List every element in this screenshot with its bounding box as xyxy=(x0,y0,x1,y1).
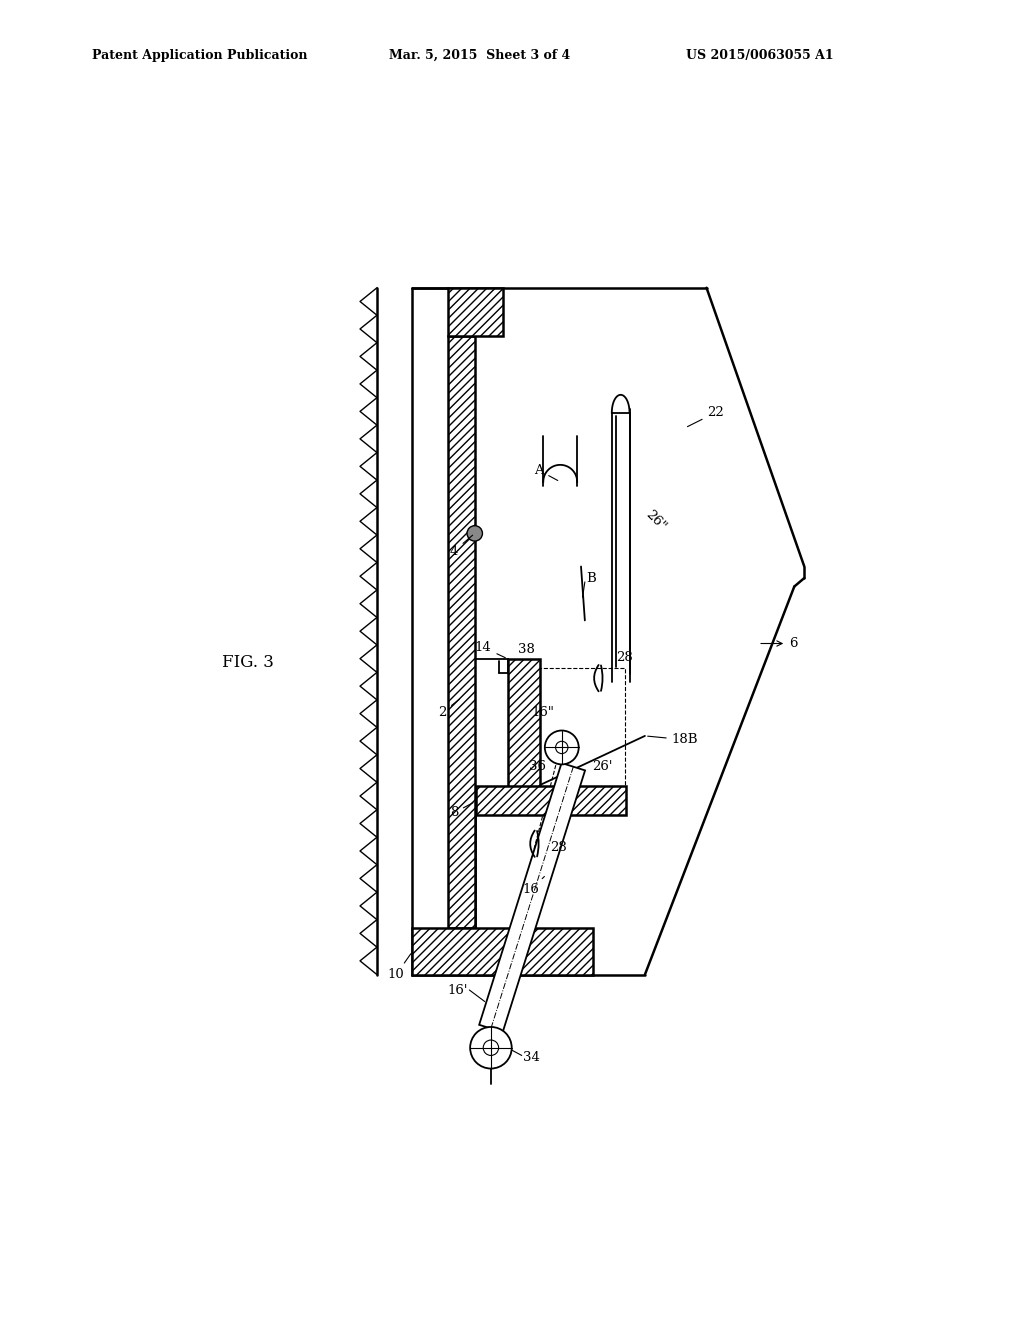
Bar xyxy=(508,659,541,788)
Text: 16: 16 xyxy=(522,876,545,896)
Text: 26": 26" xyxy=(643,508,668,533)
Text: 2: 2 xyxy=(438,700,460,719)
Text: 22: 22 xyxy=(687,407,724,426)
Bar xyxy=(412,928,593,974)
FancyArrowPatch shape xyxy=(530,830,535,857)
Text: 16": 16" xyxy=(531,706,554,719)
Text: 6: 6 xyxy=(761,638,798,649)
Polygon shape xyxy=(479,763,585,1032)
Text: 16': 16' xyxy=(447,983,468,997)
Bar xyxy=(447,288,503,335)
Bar xyxy=(475,785,626,816)
Text: 14: 14 xyxy=(475,640,505,657)
Text: Patent Application Publication: Patent Application Publication xyxy=(92,49,307,62)
Text: Mar. 5, 2015  Sheet 3 of 4: Mar. 5, 2015 Sheet 3 of 4 xyxy=(389,49,570,62)
Text: 34: 34 xyxy=(523,1051,540,1064)
FancyArrowPatch shape xyxy=(594,665,599,692)
Text: 18B: 18B xyxy=(648,733,698,746)
Bar xyxy=(475,785,626,816)
Text: 26': 26' xyxy=(593,760,613,774)
Text: US 2015/0063055 A1: US 2015/0063055 A1 xyxy=(686,49,834,62)
Text: FIG. 3: FIG. 3 xyxy=(221,655,273,672)
Bar xyxy=(447,335,475,928)
Bar xyxy=(412,928,593,974)
Text: 28: 28 xyxy=(550,841,567,854)
Bar xyxy=(447,288,503,335)
Circle shape xyxy=(470,1027,512,1069)
Text: 36: 36 xyxy=(529,760,547,774)
Circle shape xyxy=(467,525,482,541)
Text: 28: 28 xyxy=(615,651,633,664)
Text: 38: 38 xyxy=(518,643,535,656)
Bar xyxy=(508,659,541,788)
FancyArrowPatch shape xyxy=(601,665,602,690)
Text: 10: 10 xyxy=(388,954,411,981)
FancyArrowPatch shape xyxy=(537,832,539,857)
Text: 8: 8 xyxy=(450,803,473,820)
Bar xyxy=(447,335,475,928)
Text: 4: 4 xyxy=(450,535,473,557)
Text: A: A xyxy=(534,463,558,480)
Text: B: B xyxy=(587,572,596,585)
Circle shape xyxy=(545,730,579,764)
